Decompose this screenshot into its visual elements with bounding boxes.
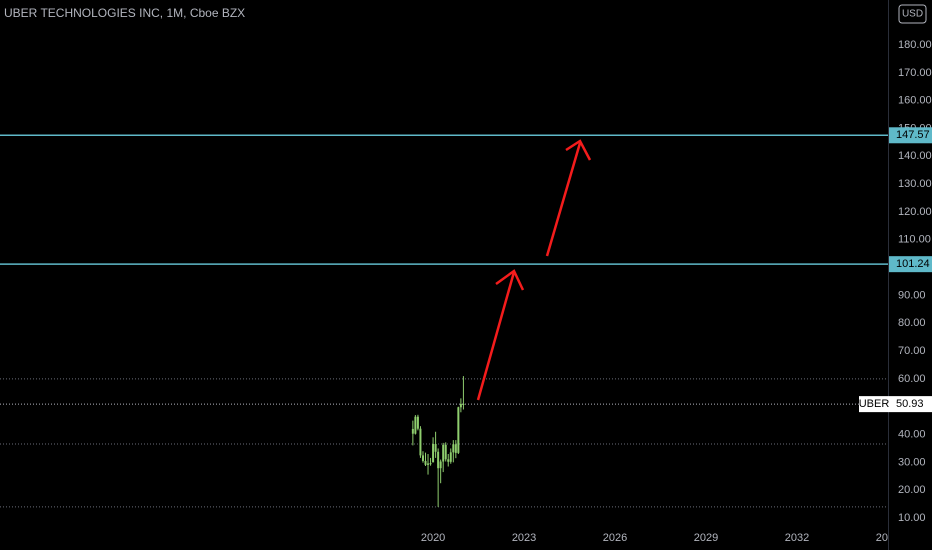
y-tick-label: 170.00 bbox=[898, 67, 932, 79]
candle-body bbox=[442, 444, 445, 462]
candle-body bbox=[462, 403, 465, 405]
candle-body bbox=[411, 428, 414, 434]
y-tick-label: 180.00 bbox=[898, 39, 932, 51]
candle-body bbox=[437, 451, 440, 469]
price-axis-panel bbox=[888, 0, 932, 550]
arrow-line bbox=[545, 142, 582, 257]
candle-body bbox=[414, 416, 417, 434]
horizontal-line-label-box bbox=[889, 256, 932, 273]
candle-body bbox=[421, 455, 424, 461]
y-tick-label: 130.00 bbox=[898, 178, 932, 190]
x-tick-label: 2023 bbox=[512, 532, 536, 544]
arrows bbox=[476, 139, 592, 401]
candle-body bbox=[434, 443, 437, 452]
symbol-label-box bbox=[859, 396, 889, 413]
y-tick-label: 90.00 bbox=[898, 289, 926, 301]
x-tick-label: 2032 bbox=[785, 532, 809, 544]
y-tick-label: 80.00 bbox=[898, 317, 926, 329]
candle-body bbox=[454, 444, 457, 453]
y-tick-label: 60.00 bbox=[898, 373, 926, 385]
arrow-line bbox=[476, 271, 516, 401]
candle-body bbox=[416, 416, 419, 429]
horizontal-line-label-box bbox=[889, 127, 932, 144]
y-tick-label: 120.00 bbox=[898, 206, 932, 218]
chart-title: UBER TECHNOLOGIES INC, 1M, Cboe BZX bbox=[4, 6, 245, 20]
candle-body bbox=[457, 407, 460, 453]
candle-body bbox=[449, 452, 452, 462]
y-tick-label: 20.00 bbox=[898, 484, 926, 496]
symbol-label: UBER bbox=[859, 398, 890, 410]
x-tick-label: 2026 bbox=[603, 532, 627, 544]
y-tick-label: 40.00 bbox=[898, 428, 926, 440]
y-tick-label: 140.00 bbox=[898, 150, 932, 162]
last-price-label: 50.93 bbox=[896, 398, 924, 410]
y-tick-label: 110.00 bbox=[898, 234, 931, 246]
y-tick-label: 10.00 bbox=[898, 512, 926, 524]
arrow-head bbox=[495, 269, 525, 291]
horizontal-line-label: 101.24 bbox=[896, 258, 930, 270]
candle-body bbox=[429, 463, 432, 465]
candle-body bbox=[452, 444, 455, 453]
candle-body bbox=[427, 463, 430, 465]
last-price-box bbox=[889, 396, 932, 413]
y-tick-label: 30.00 bbox=[898, 456, 926, 468]
y-tick-label: 70.00 bbox=[898, 345, 926, 357]
currency-button[interactable] bbox=[898, 4, 927, 24]
candle-body bbox=[447, 459, 450, 462]
horizontal-line-label: 147.57 bbox=[896, 129, 930, 141]
y-tick-label: 160.00 bbox=[898, 95, 932, 107]
x-tick-label: 2029 bbox=[694, 532, 718, 544]
arrow-head bbox=[565, 139, 592, 161]
x-tick-label: 2020 bbox=[421, 532, 445, 544]
candle-body bbox=[444, 444, 447, 460]
candle-body bbox=[432, 443, 435, 463]
candle-body bbox=[424, 460, 427, 465]
candle-body bbox=[459, 403, 462, 408]
candle-body bbox=[419, 428, 422, 456]
currency: USD bbox=[902, 9, 923, 20]
candle-body bbox=[439, 461, 442, 469]
